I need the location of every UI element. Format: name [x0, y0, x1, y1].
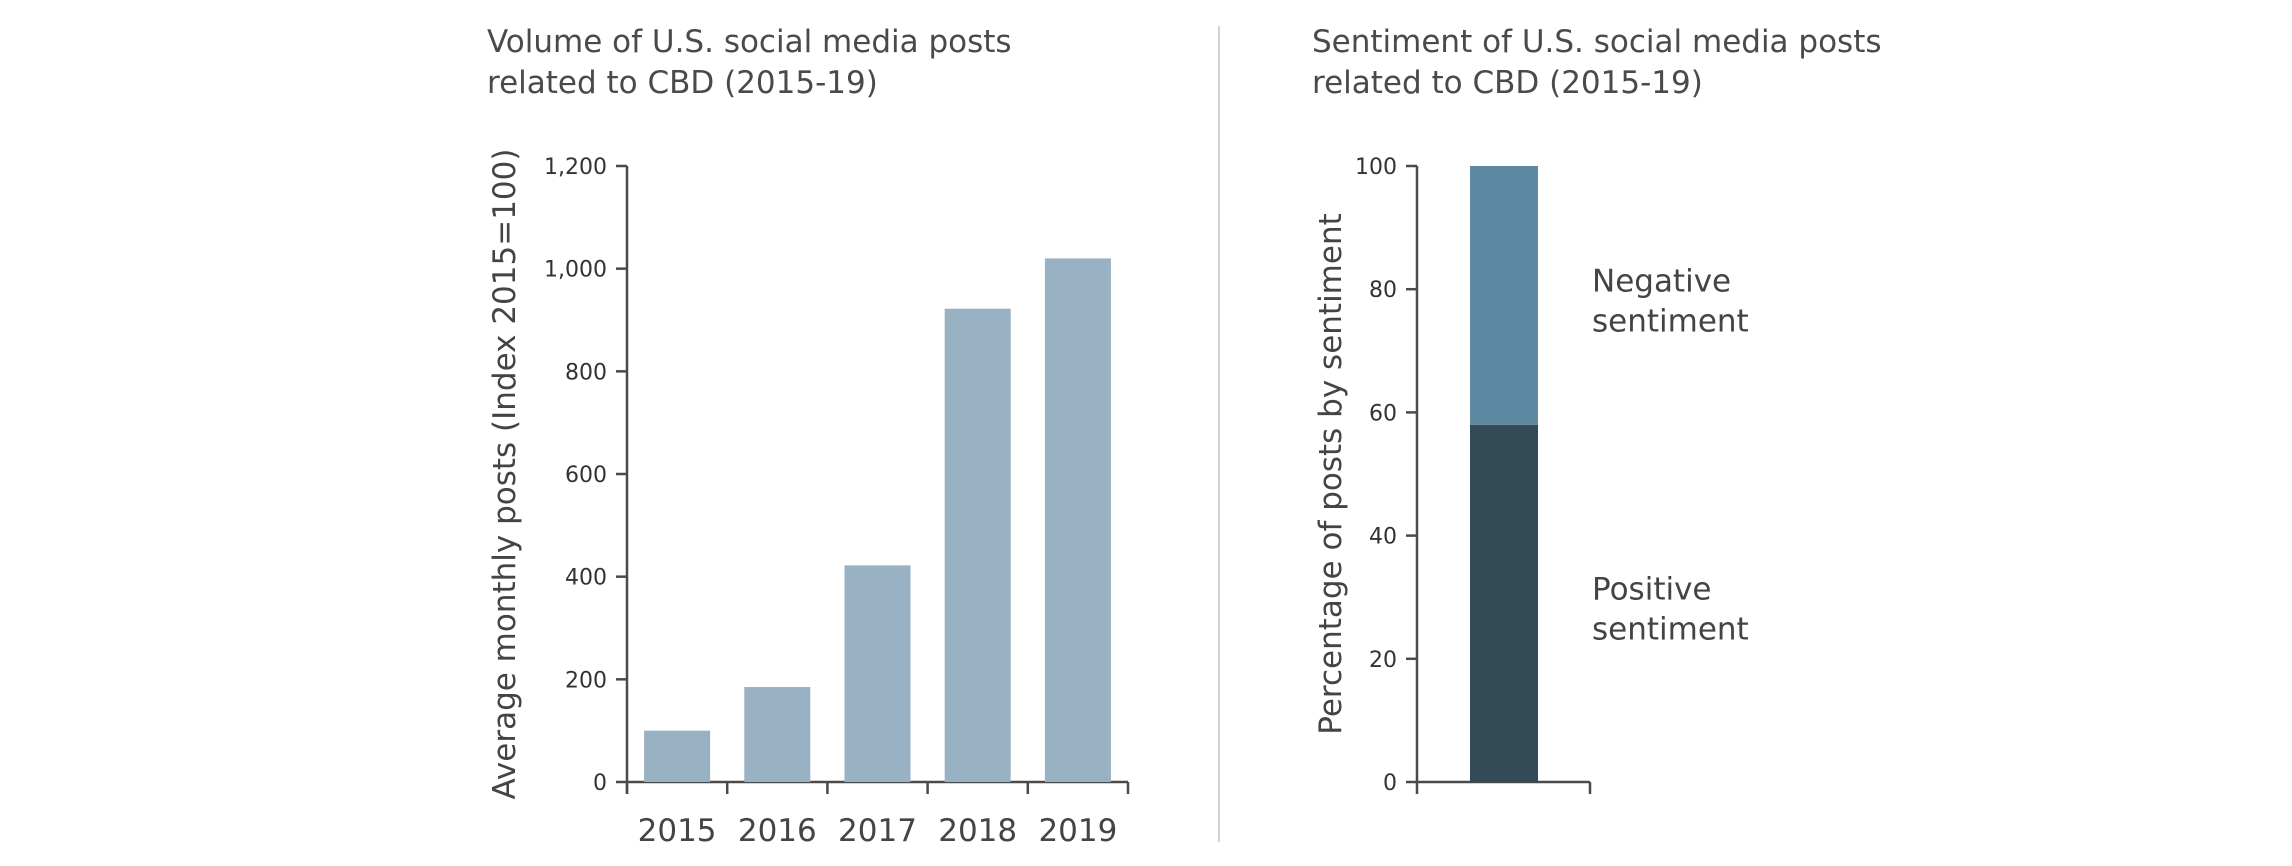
y-axis-label: Percentage of posts by sentiment — [1313, 213, 1349, 735]
y-tick-label: 1,200 — [544, 155, 607, 180]
series-label-line: Positive — [1592, 571, 1712, 607]
x-tick-label: 2016 — [738, 813, 817, 849]
sentiment-stacked-bar-chart: 0 20 40 60 80 100 Positive sentiment Negative sen… — [1313, 155, 1749, 796]
sentiment-chart-title-line-2: related to CBD (2015-19) — [1312, 65, 1703, 101]
x-tick-label: 2017 — [838, 813, 917, 849]
sentiment-chart-title: Sentiment of U.S. social media posts rel… — [1312, 22, 1882, 104]
bar-2019 — [1044, 258, 1111, 782]
stack-segment-positive — [1470, 424, 1538, 782]
series-label-positive: Positive sentiment — [1592, 571, 1749, 647]
series-label-negative: Negative sentiment — [1592, 263, 1749, 339]
y-tick-label: 400 — [565, 566, 607, 591]
stack-segment-negative — [1470, 166, 1538, 425]
x-tick-label: 2018 — [938, 813, 1017, 849]
series-label-line: Negative — [1592, 263, 1731, 299]
sentiment-chart-title-line-1: Sentiment of U.S. social media posts — [1312, 24, 1882, 60]
y-tick-label: 200 — [565, 668, 607, 693]
y-tick-label: 40 — [1369, 525, 1397, 550]
y-tick-label: 20 — [1369, 648, 1397, 673]
y-tick-label: 0 — [593, 771, 607, 796]
volume-chart-title: Volume of U.S. social media posts relate… — [487, 22, 1012, 104]
y-tick-label: 600 — [565, 463, 607, 488]
volume-bar-chart: 0 200 400 600 800 1,000 1,200 2015 2016 2017 2018 2… — [487, 149, 1130, 849]
series-label-line: sentiment — [1592, 303, 1749, 339]
bar-2018 — [944, 308, 1011, 782]
y-tick-label: 60 — [1369, 401, 1397, 426]
y-tick-label: 80 — [1369, 278, 1397, 303]
x-tick-label: 2015 — [638, 813, 717, 849]
bar-2016 — [744, 687, 811, 782]
x-tick-label: 2019 — [1038, 813, 1117, 849]
y-axis-label: Average monthly posts (Index 2015=100) — [487, 149, 523, 800]
volume-chart-title-line-1: Volume of U.S. social media posts — [487, 24, 1012, 60]
bar-2017 — [844, 565, 911, 782]
volume-chart-title-line-2: related to CBD (2015-19) — [487, 65, 878, 101]
series-label-line: sentiment — [1592, 611, 1749, 647]
y-tick-label: 800 — [565, 360, 607, 385]
y-tick-label: 1,000 — [544, 258, 607, 283]
y-tick-label: 100 — [1355, 155, 1397, 180]
bar-2015 — [644, 730, 711, 782]
y-tick-label: 0 — [1383, 771, 1397, 796]
